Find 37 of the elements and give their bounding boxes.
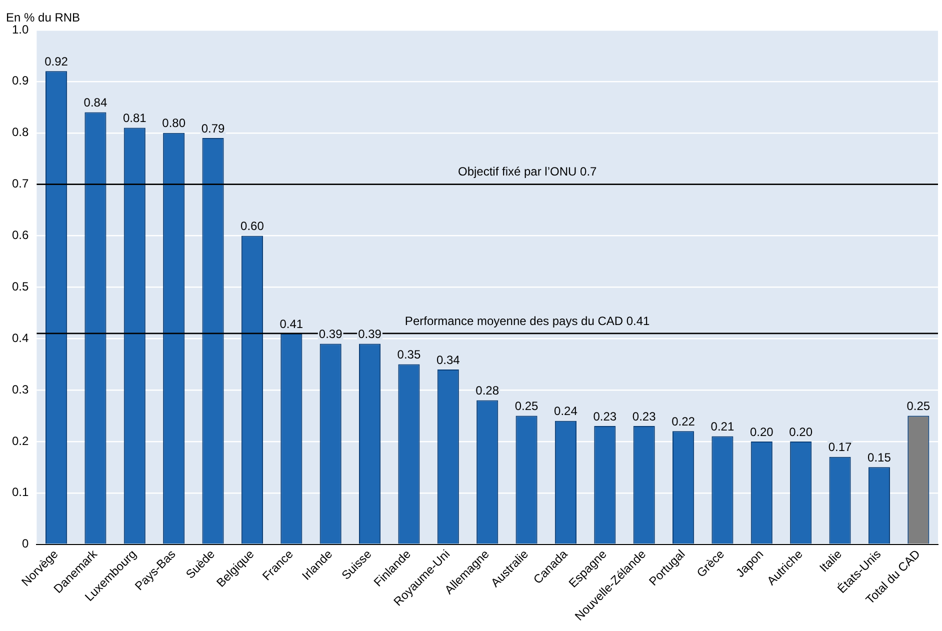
y-tick-label: 0.4 [12,330,29,345]
data-label: 0.39 [318,327,343,342]
y-tick-label: 0.7 [12,176,29,191]
data-label: 0.24 [554,404,578,418]
data-label: 0.20 [750,424,774,439]
data-label: 0.23 [632,409,656,424]
data-label: 0.15 [868,450,892,464]
data-label: 0.80 [162,116,186,130]
data-label: 0.39 [358,327,382,342]
ref-line-label: Objectif fixé par l’ONU 0.7 [458,164,598,179]
data-label: 0.28 [476,384,500,398]
data-label: 0.34 [436,352,460,367]
y-axis-title: En % du RNB [6,10,80,24]
y-tick-label: 0.1 [12,485,29,500]
data-label: 0.81 [122,111,147,126]
y-tick-label: 0.8 [12,125,29,140]
data-label: 0.92 [44,54,68,68]
ref-line-label: Performance moyenne des pays du CAD 0.41 [404,314,650,328]
data-label: 0.60 [240,219,264,234]
y-tick-label: 0 [22,536,29,551]
data-label: 0.25 [514,399,539,414]
y-tick-label: 0.2 [12,434,29,448]
data-label: 0.17 [828,440,852,454]
y-tick-label: 1.0 [12,22,29,36]
y-tick-label: 0.3 [12,382,29,396]
y-tick-label: 0.6 [12,228,29,242]
data-label: 0.35 [397,348,421,362]
data-label: 0.84 [84,96,108,110]
data-label: 0.79 [201,121,226,136]
data-label: 0.22 [672,414,696,428]
data-label: 0.20 [789,424,813,439]
data-label: 0.25 [906,399,930,414]
y-tick-label: 0.5 [12,279,29,294]
data-label: 0.21 [710,420,734,434]
y-tick-label: 0.9 [12,74,29,88]
data-label: 0.23 [593,409,617,424]
data-label: 0.41 [280,316,304,331]
